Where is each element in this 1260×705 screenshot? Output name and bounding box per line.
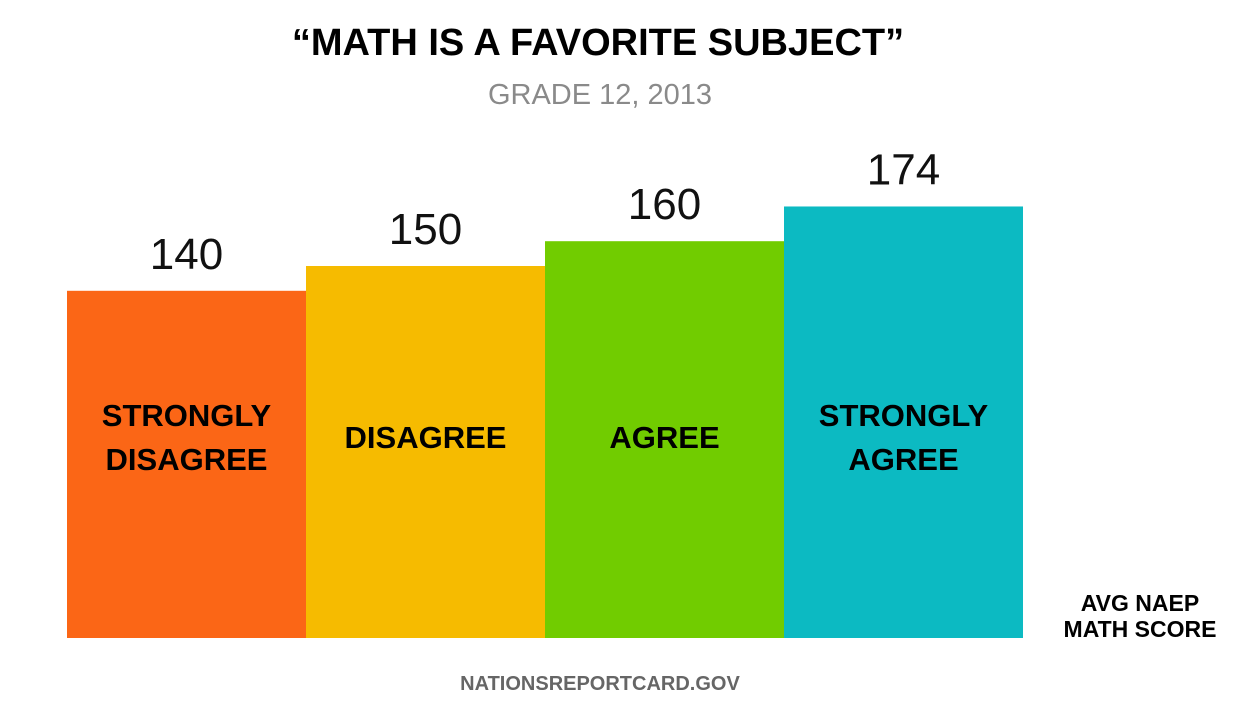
category-label-agree: AGREE [609,420,719,455]
bar-disagree [306,266,545,638]
chart-title: “MATH IS A FAVORITE SUBJECT” [292,22,904,64]
value-label-strongly-agree: 174 [867,145,940,194]
bar-strongly-agree [784,206,1023,639]
y-axis-label: AVG NAEP MATH SCORE [1064,590,1217,642]
category-label-strongly-disagree: STRONGLY DISAGREE [102,398,272,477]
value-label-strongly-disagree: 140 [150,230,223,279]
chart-subtitle: GRADE 12, 2013 [488,79,712,111]
bars-group [67,206,1023,639]
category-label-strongly-agree: STRONGLY AGREE [819,398,989,477]
category-labels-group: STRONGLY DISAGREE DISAGREE AGREE STRONGLY AGR… [102,398,989,477]
source-footer: NATIONSREPORTCARD.GOV [460,673,740,695]
y-axis-label-text: AVG NAEP MATH SCORE [1064,590,1217,642]
bar-agree [545,241,784,638]
value-label-disagree: 150 [389,205,462,254]
value-labels-group: 140 150 160 174 [150,145,940,278]
value-label-agree: 160 [628,180,701,229]
category-label-disagree: DISAGREE [345,420,507,455]
bar-strongly-disagree [67,290,306,638]
